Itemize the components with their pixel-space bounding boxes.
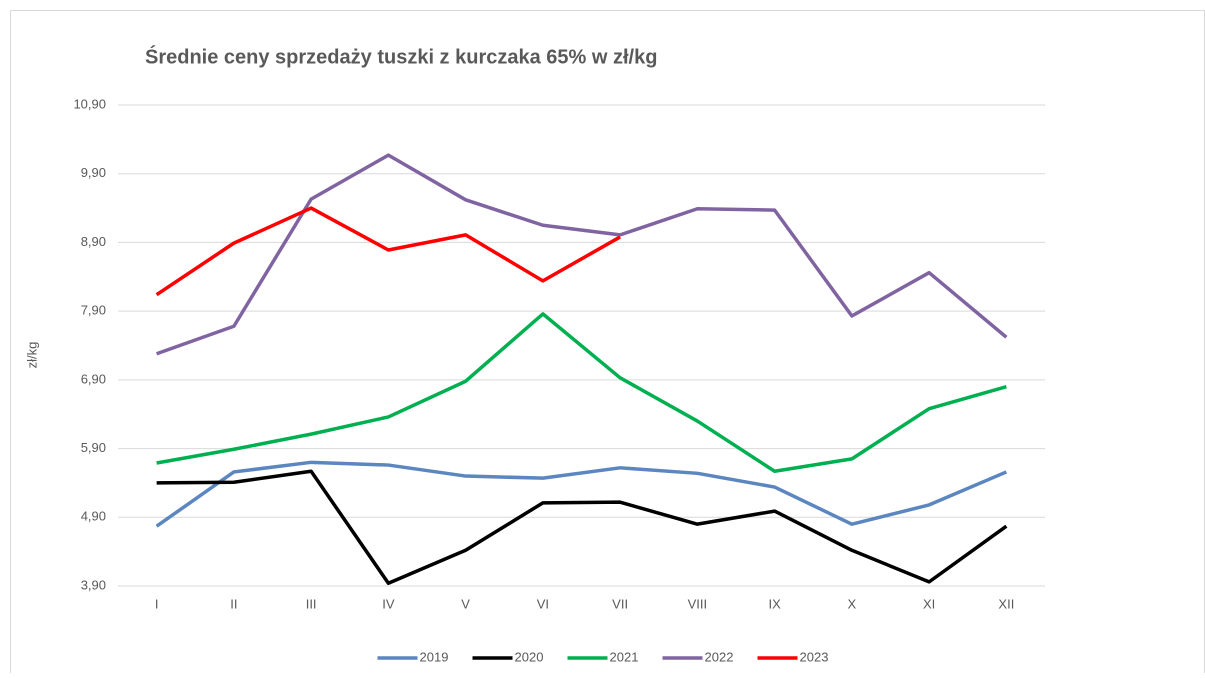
x-tick-label: I (155, 596, 159, 611)
y-tick-label: 5,90 (81, 440, 106, 455)
y-tick-label: 6,90 (81, 371, 106, 386)
x-tick-label: VIII (688, 596, 708, 611)
series-line (156, 312, 1007, 473)
x-tick-label: VII (612, 596, 628, 611)
y-tick-label: 9,90 (81, 165, 106, 180)
x-tick-label: X (848, 596, 857, 611)
legend-label: 2021 (610, 649, 639, 664)
series-line (155, 206, 621, 297)
series-line (156, 153, 1008, 356)
legend-label: 2019 (420, 649, 449, 664)
legend-label: 2022 (705, 649, 734, 664)
y-tick-label: 3,90 (81, 577, 106, 592)
y-tick-label: 8,90 (81, 234, 106, 249)
series-line (155, 460, 1008, 528)
y-axis-label: zł/kg (24, 342, 39, 369)
chart-title: Średnie ceny sprzedaży tuszki z kurczaka… (145, 44, 657, 68)
series-line (156, 469, 1008, 586)
y-tick-label: 4,90 (81, 509, 106, 524)
x-tick-label: XI (923, 596, 935, 611)
x-tick-label: IX (768, 596, 781, 611)
y-tick-label: 7,90 (81, 303, 106, 318)
x-tick-label: II (230, 596, 237, 611)
legend-label: 2023 (800, 649, 829, 664)
y-tick-label: 10,90 (73, 96, 106, 111)
x-tick-label: XII (998, 596, 1014, 611)
x-tick-label: III (306, 596, 317, 611)
legend-label: 2020 (515, 649, 544, 664)
x-tick-label: IV (382, 596, 395, 611)
x-tick-label: V (461, 596, 470, 611)
x-tick-label: VI (537, 596, 549, 611)
